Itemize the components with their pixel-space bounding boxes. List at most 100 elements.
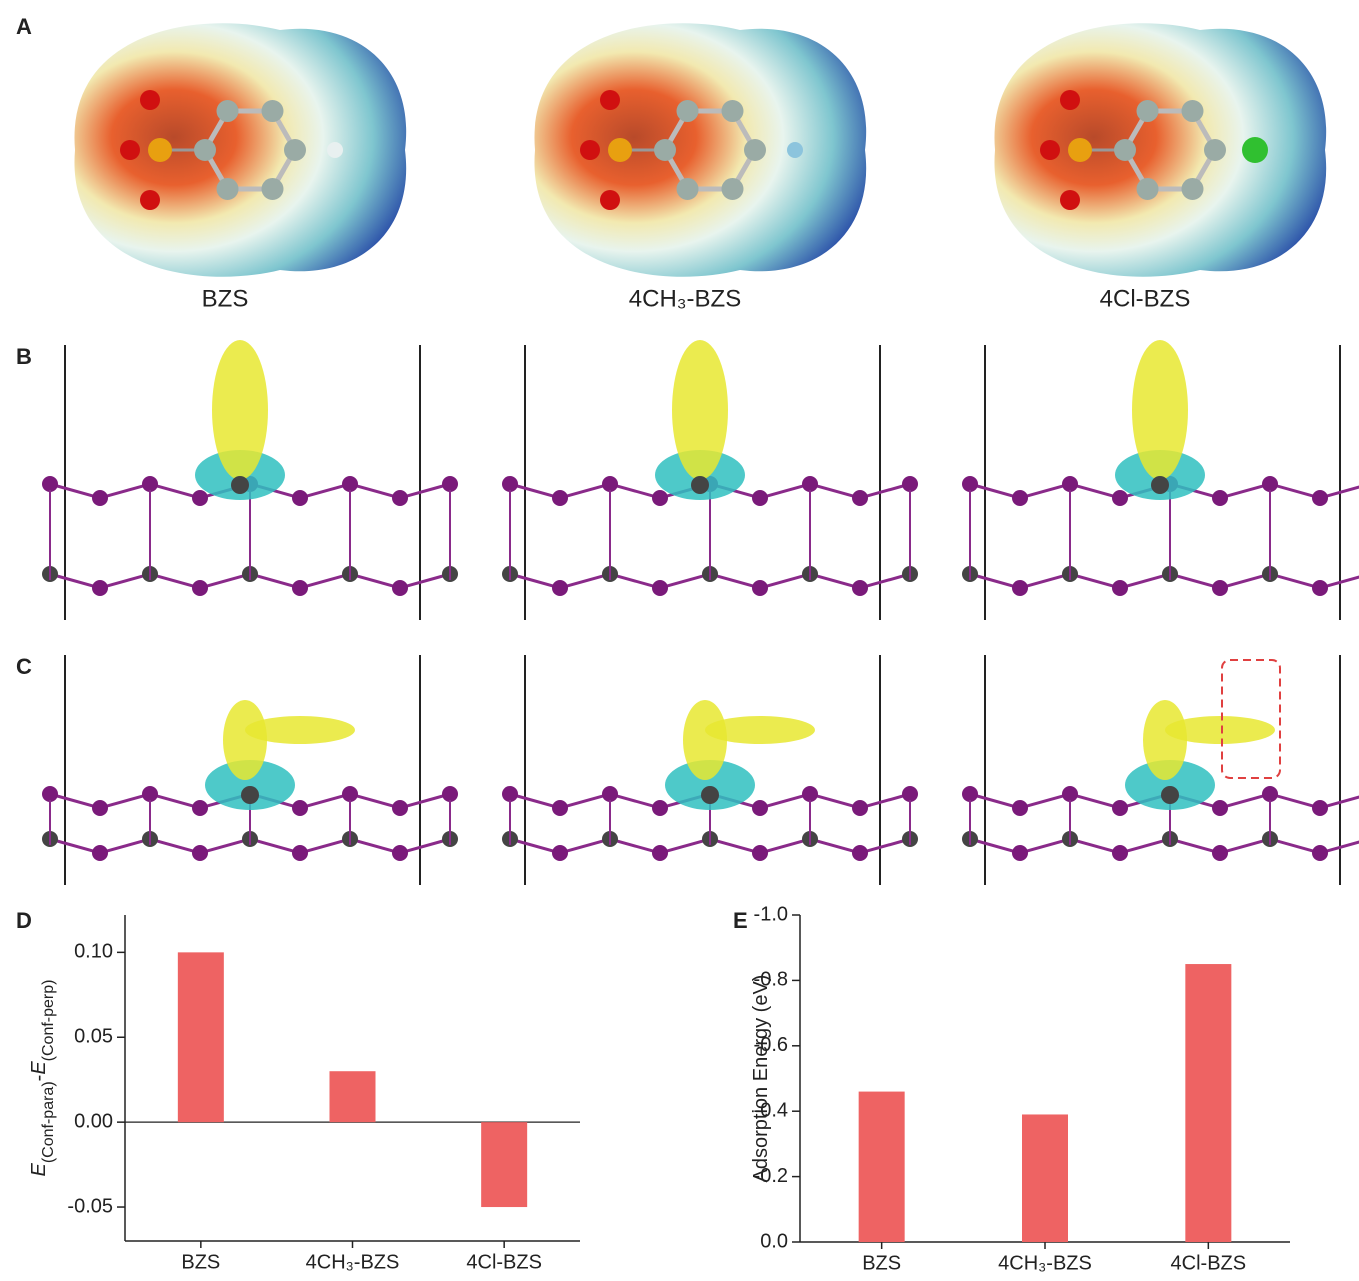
iodine xyxy=(1312,580,1328,596)
iodine xyxy=(292,845,308,861)
iodine xyxy=(392,800,408,816)
atom xyxy=(721,177,744,200)
atom xyxy=(1068,138,1092,162)
iodine xyxy=(1012,490,1028,506)
atom xyxy=(120,140,140,160)
atom xyxy=(1242,137,1268,163)
bar xyxy=(1022,1114,1068,1242)
panel-label: D xyxy=(16,908,32,933)
x-tick-label: BZS xyxy=(862,1252,901,1274)
panel-label: C xyxy=(16,654,32,679)
lead xyxy=(1151,476,1169,494)
esp-surface xyxy=(994,23,1327,277)
iodine xyxy=(752,845,768,861)
atom xyxy=(1204,139,1226,161)
iodine xyxy=(92,490,108,506)
iodine xyxy=(752,580,768,596)
iodine xyxy=(1012,845,1028,861)
lead xyxy=(691,476,709,494)
atom xyxy=(676,100,699,123)
bar xyxy=(329,1071,376,1123)
charge-density xyxy=(672,340,728,480)
x-tick-label: 4Cl-BZS xyxy=(466,1251,542,1273)
y-tick-label: 0.05 xyxy=(74,1026,113,1048)
bar xyxy=(177,952,224,1123)
iodine xyxy=(192,845,208,861)
lead xyxy=(442,476,458,492)
lead xyxy=(442,786,458,802)
atom xyxy=(1060,90,1080,110)
x-tick-label: 4CH₃-BZS xyxy=(998,1252,1092,1274)
atom xyxy=(216,100,239,123)
iodine xyxy=(292,800,308,816)
atom xyxy=(721,100,744,123)
lead xyxy=(1262,476,1278,492)
charge-density xyxy=(245,716,355,744)
iodine xyxy=(1212,490,1228,506)
atom xyxy=(787,142,803,158)
y-axis-label-part: Adsorption Energy (eV) xyxy=(750,975,772,1183)
iodine xyxy=(652,580,668,596)
iodine xyxy=(192,800,208,816)
atom xyxy=(261,177,284,200)
iodine xyxy=(1312,845,1328,861)
iodine xyxy=(1112,490,1128,506)
iodine xyxy=(552,580,568,596)
highlight-box xyxy=(1221,659,1281,779)
iodine xyxy=(852,580,868,596)
y-tick-label: 0.00 xyxy=(74,1110,113,1132)
atom xyxy=(744,139,766,161)
iodine xyxy=(852,845,868,861)
atom xyxy=(676,177,699,200)
y-tick-label: -0.05 xyxy=(67,1195,113,1217)
atom xyxy=(140,190,160,210)
iodine xyxy=(1012,800,1028,816)
y-axis-label: E(Conf-para)-E(Conf-perp) xyxy=(28,980,56,1177)
y-axis-label-part: (Conf-para) xyxy=(40,1081,57,1163)
iodine xyxy=(1212,580,1228,596)
iodine xyxy=(92,800,108,816)
charge-density xyxy=(665,760,755,810)
y-tick-label: -0.4 xyxy=(754,1099,788,1121)
lead xyxy=(701,786,719,804)
lead xyxy=(142,476,158,492)
lead xyxy=(902,786,918,802)
y-tick-label: -0.8 xyxy=(754,969,788,991)
atom xyxy=(1114,139,1136,161)
atom xyxy=(1181,177,1204,200)
iodine xyxy=(292,490,308,506)
esp-surface xyxy=(534,23,867,277)
iodine xyxy=(552,490,568,506)
atom xyxy=(284,139,306,161)
atom xyxy=(1136,100,1159,123)
molecule-label: 4CH₃-BZS xyxy=(629,285,741,312)
lead xyxy=(342,476,358,492)
bar xyxy=(858,1091,905,1242)
atom xyxy=(1181,100,1204,123)
atom xyxy=(148,138,172,162)
molecule-label: BZS xyxy=(202,285,249,312)
iodine xyxy=(392,490,408,506)
bar xyxy=(1185,964,1232,1242)
iodine xyxy=(652,800,668,816)
lead xyxy=(902,476,918,492)
lead xyxy=(1062,476,1078,492)
iodine xyxy=(852,800,868,816)
iodine xyxy=(192,490,208,506)
charge-density xyxy=(1165,716,1275,744)
iodine xyxy=(752,490,768,506)
lead xyxy=(1161,786,1179,804)
atom xyxy=(608,138,632,162)
iodine xyxy=(552,800,568,816)
lead xyxy=(802,476,818,492)
iodine xyxy=(652,490,668,506)
y-tick-label: -0.2 xyxy=(754,1165,788,1187)
lead xyxy=(962,476,978,492)
atom xyxy=(1060,190,1080,210)
y-tick-label: -1.0 xyxy=(754,903,788,925)
y-axis-label-part: - xyxy=(28,1075,50,1082)
atom xyxy=(327,142,343,158)
iodine xyxy=(1312,800,1328,816)
y-axis-label: Adsorption Energy (eV) xyxy=(750,975,772,1183)
